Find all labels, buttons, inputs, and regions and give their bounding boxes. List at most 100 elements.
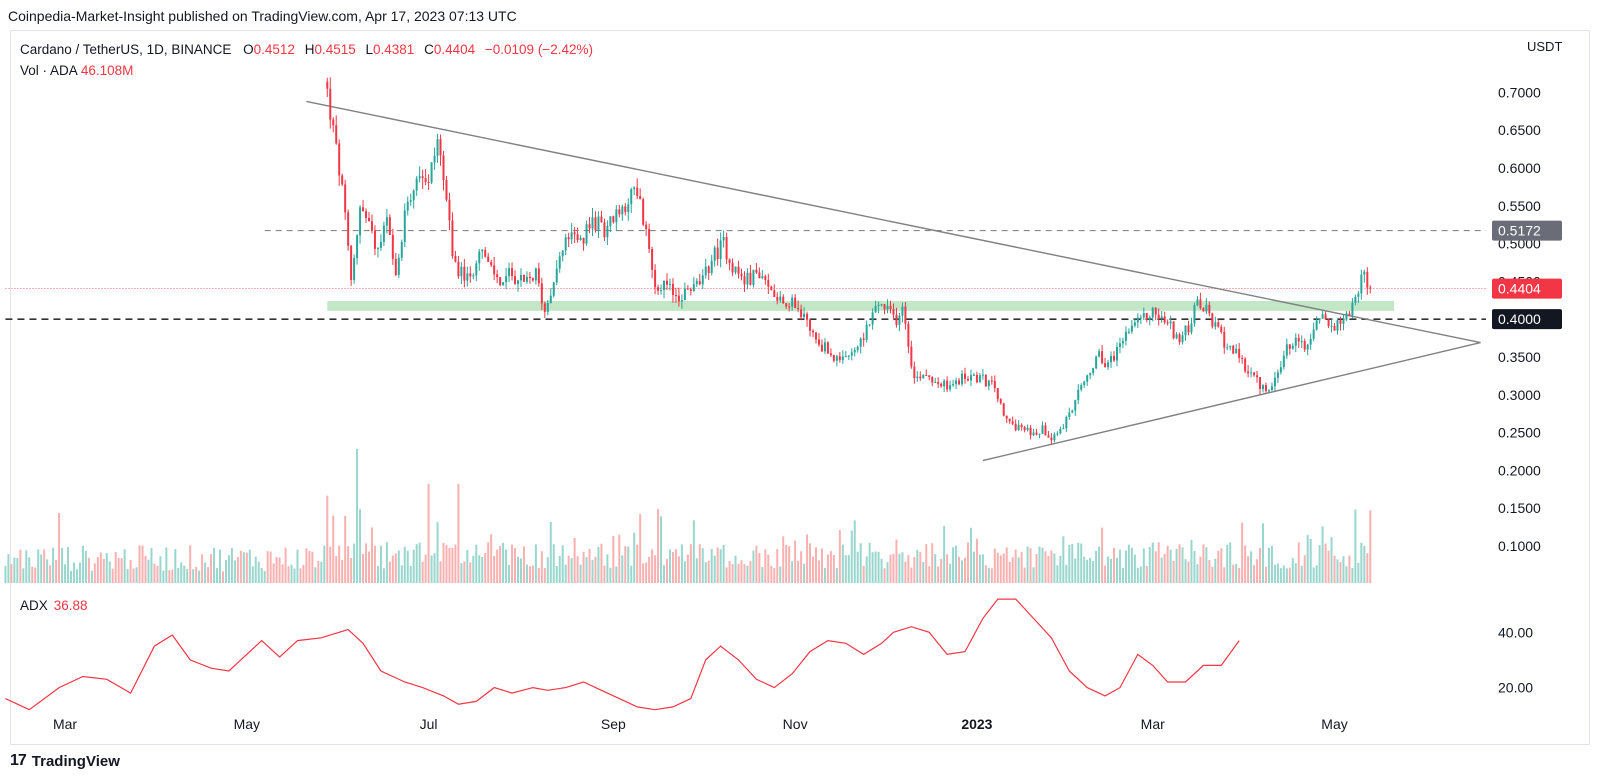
candle[interactable] — [1139, 314, 1142, 325]
candle[interactable] — [820, 339, 823, 353]
candle[interactable] — [555, 260, 558, 286]
candle[interactable] — [755, 263, 758, 274]
candle[interactable] — [1247, 365, 1250, 378]
candle[interactable] — [1083, 380, 1086, 388]
candle[interactable] — [537, 262, 540, 287]
candle[interactable] — [335, 115, 338, 145]
candle[interactable] — [508, 262, 511, 283]
candle[interactable] — [1127, 328, 1130, 335]
candle[interactable] — [648, 223, 651, 253]
candle[interactable] — [522, 274, 525, 282]
candle[interactable] — [1306, 343, 1309, 356]
candle[interactable] — [454, 250, 457, 263]
candle[interactable] — [403, 203, 406, 248]
candle[interactable] — [391, 228, 394, 265]
candle[interactable] — [433, 147, 436, 170]
candle[interactable] — [502, 282, 505, 286]
candle[interactable] — [359, 205, 362, 244]
candle[interactable] — [1220, 324, 1223, 334]
candle[interactable] — [385, 208, 388, 234]
candle[interactable] — [1002, 402, 1005, 417]
candle[interactable] — [1363, 269, 1366, 283]
candle[interactable] — [809, 318, 812, 337]
candle[interactable] — [952, 379, 955, 387]
candle[interactable] — [800, 304, 803, 321]
candle[interactable] — [370, 214, 373, 234]
candle[interactable] — [904, 302, 907, 330]
candle[interactable] — [1354, 294, 1357, 306]
candle[interactable] — [1312, 322, 1315, 342]
candle[interactable] — [338, 139, 341, 186]
candle[interactable] — [1235, 344, 1238, 354]
candle[interactable] — [826, 341, 829, 355]
candle[interactable] — [347, 209, 350, 251]
candle[interactable] — [344, 179, 347, 220]
candle[interactable] — [892, 303, 895, 320]
candle[interactable] — [871, 308, 874, 330]
candle[interactable] — [1196, 296, 1199, 307]
candle[interactable] — [594, 211, 597, 233]
candle[interactable] — [692, 277, 695, 292]
candle[interactable] — [803, 307, 806, 319]
candle[interactable] — [734, 266, 737, 275]
candle[interactable] — [1336, 318, 1339, 335]
candle[interactable] — [1169, 315, 1172, 330]
candle[interactable] — [427, 174, 430, 191]
candle[interactable] — [528, 271, 531, 284]
candle[interactable] — [1166, 319, 1169, 326]
candle[interactable] — [990, 375, 993, 385]
adx-line[interactable] — [5, 598, 1240, 711]
candle[interactable] — [1223, 326, 1226, 354]
tradingview-logo[interactable]: 17 TradingView — [10, 752, 120, 770]
candle[interactable] — [1276, 369, 1279, 383]
candle[interactable] — [1011, 416, 1014, 426]
candle[interactable] — [624, 203, 627, 216]
candle[interactable] — [779, 291, 782, 303]
candle[interactable] — [1172, 321, 1175, 340]
candle[interactable] — [674, 287, 677, 304]
candle[interactable] — [1175, 331, 1178, 340]
candle[interactable] — [1056, 431, 1059, 436]
candle[interactable] — [1211, 312, 1214, 329]
candle[interactable] — [362, 200, 365, 212]
candle[interactable] — [1107, 359, 1110, 370]
candle[interactable] — [475, 260, 478, 282]
candle[interactable] — [406, 196, 409, 216]
candle[interactable] — [642, 197, 645, 227]
candle[interactable] — [1256, 370, 1259, 383]
candle[interactable] — [937, 377, 940, 388]
candle[interactable] — [612, 215, 615, 224]
candle[interactable] — [996, 387, 999, 403]
candle[interactable] — [1130, 320, 1133, 334]
candle[interactable] — [823, 338, 826, 355]
candle[interactable] — [469, 266, 472, 283]
candle[interactable] — [928, 375, 931, 381]
price-label-resistance[interactable]: 0.5172 — [1492, 220, 1562, 241]
candle[interactable] — [1342, 314, 1345, 331]
candle[interactable] — [707, 265, 710, 281]
candle[interactable] — [1163, 311, 1166, 325]
candle[interactable] — [1339, 316, 1342, 331]
candle[interactable] — [776, 292, 779, 305]
candle[interactable] — [737, 260, 740, 279]
candle[interactable] — [564, 233, 567, 256]
candle[interactable] — [570, 223, 573, 244]
candle[interactable] — [356, 234, 359, 265]
candle[interactable] — [1151, 306, 1154, 322]
candle[interactable] — [597, 211, 600, 238]
candle[interactable] — [1023, 425, 1026, 433]
candle[interactable] — [984, 374, 987, 387]
symbol-name[interactable]: Cardano / TetherUS, 1D, BINANCE — [20, 42, 232, 57]
candle[interactable] — [949, 380, 952, 392]
candle[interactable] — [1232, 344, 1235, 355]
candle[interactable] — [1035, 428, 1038, 436]
candle[interactable] — [1098, 348, 1101, 358]
candle[interactable] — [940, 382, 943, 388]
candle[interactable] — [1217, 319, 1220, 328]
candle[interactable] — [421, 169, 424, 189]
candle[interactable] — [1160, 311, 1163, 323]
candle[interactable] — [376, 247, 379, 258]
candle[interactable] — [782, 294, 785, 305]
candle[interactable] — [719, 232, 722, 268]
candle[interactable] — [591, 208, 594, 237]
